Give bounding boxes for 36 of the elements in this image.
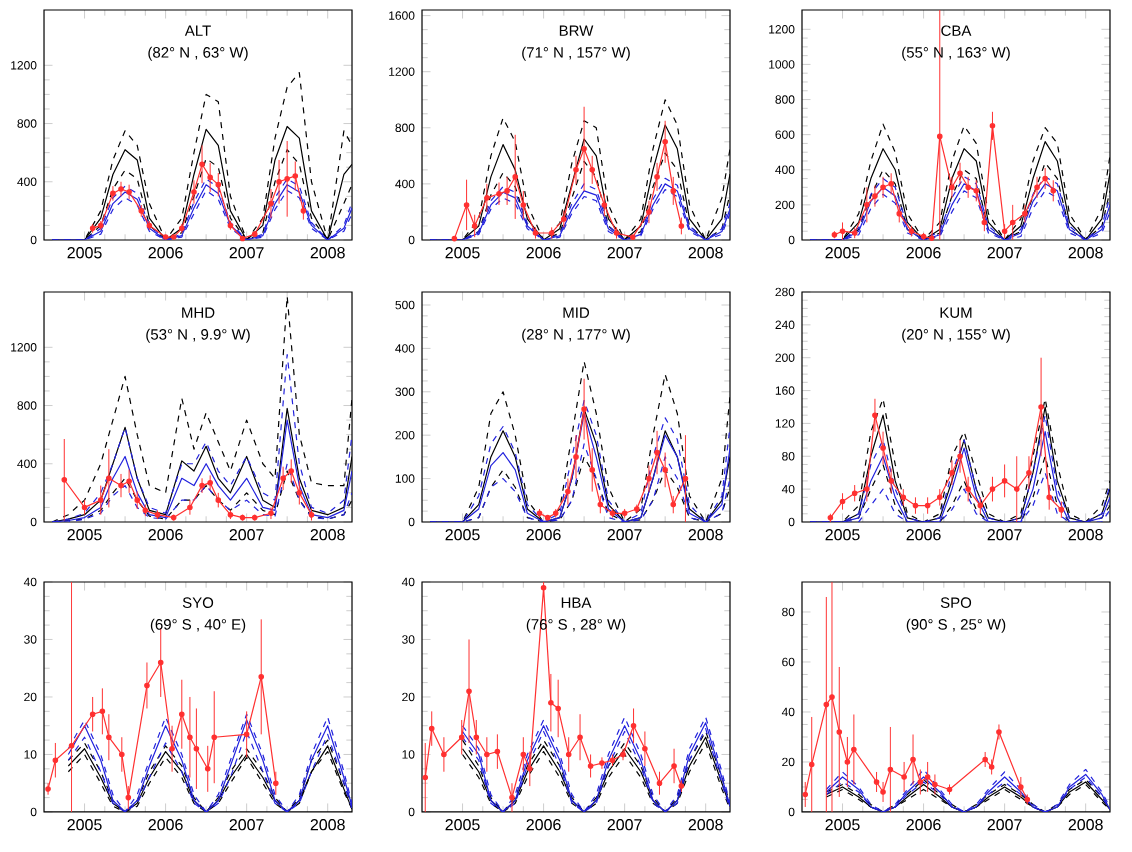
x-tick-label: 2007 [987,247,1022,259]
x-tick-label: 2006 [148,529,183,541]
x-tick-label: 2008 [688,819,723,831]
x-tick-label: 2008 [688,529,723,541]
x-tick-label: 2006 [526,247,561,259]
x-tick-label: 2008 [688,247,723,259]
x-tick-label: 2007 [607,819,642,831]
x-tick-label: 2007 [607,529,642,541]
x-tick-label: 2006 [906,819,941,831]
x-tick-label: 2006 [148,247,183,259]
x-tick-label: 2008 [310,529,345,541]
x-tick-label: 2006 [526,819,561,831]
x-tick-label: 2007 [229,819,264,831]
x-tick-label: 2007 [229,529,264,541]
x-tick-label: 2006 [526,529,561,541]
x-tick-label: 2005 [445,819,480,831]
x-tick-label: 2006 [148,819,183,831]
x-tick-label: 2007 [607,247,642,259]
x-tick-label: 2008 [310,247,345,259]
x-tick-label: 2005 [825,529,860,541]
x-tick-label: 2007 [987,529,1022,541]
x-tick-label: 2006 [906,247,941,259]
x-tick-label: 2005 [445,529,480,541]
x-tick-label: 2005 [825,247,860,259]
x-tick-label: 2005 [67,819,102,831]
x-tick-label: 2006 [906,529,941,541]
x-tick-label: 2008 [1068,819,1103,831]
x-tick-label: 2007 [987,819,1022,831]
x-tick-label: 2008 [1068,529,1103,541]
x-tick-label: 2005 [445,247,480,259]
x-tick-label: 2005 [825,819,860,831]
x-tick-label: 2005 [67,529,102,541]
x-tick-label: 2008 [1068,247,1103,259]
x-tick-label: 2008 [310,819,345,831]
x-tick-label: 2005 [67,247,102,259]
x-tick-label: 2007 [229,247,264,259]
